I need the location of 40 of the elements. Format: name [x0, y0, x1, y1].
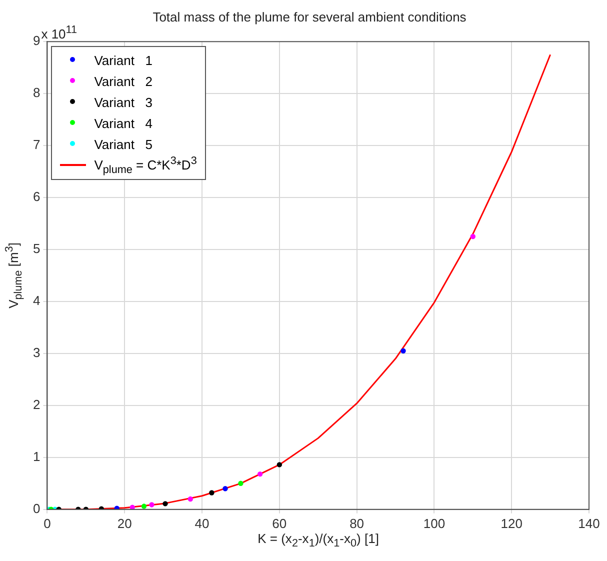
x-tick-label: 100 [423, 516, 446, 531]
legend-label: Variant 1 [94, 52, 153, 68]
point [130, 504, 135, 510]
x-tick-label: 40 [194, 516, 210, 531]
point [141, 504, 147, 509]
y-tick-label: 9 [32, 33, 40, 48]
point [188, 496, 194, 502]
text: x 10$^{11}$ [41, 24, 78, 41]
chart-title: Total mass of the plume for several ambient conditions [152, 9, 467, 24]
point [222, 486, 228, 492]
point [470, 234, 476, 240]
x-tick-label: 120 [500, 516, 522, 531]
point [209, 490, 214, 496]
y-tick-label: 1 [32, 449, 40, 464]
x-tick-label: 140 [578, 516, 600, 531]
y-tick-label: 3 [32, 345, 40, 360]
y-tick-label: 6 [32, 189, 40, 204]
y-tick-label: 4 [32, 293, 40, 308]
legend-label: Variant 4 [94, 116, 153, 131]
y-tick-label: 8 [32, 85, 40, 100]
x-tick-label: 60 [272, 516, 287, 531]
point [149, 502, 154, 508]
y-tick-label: 0 [32, 500, 40, 516]
legend-label: Variant 2 [94, 74, 153, 89]
point [257, 471, 263, 477]
y-tick-label: 5 [32, 241, 40, 256]
point [276, 462, 282, 468]
x-tick-label: 80 [350, 516, 364, 531]
point [238, 480, 244, 486]
y-tick-label: 7 [32, 137, 40, 152]
legend-label: Variant 3 [94, 94, 153, 110]
legend-label: Variant 5 [94, 136, 153, 152]
y-tick-label: 2 [32, 397, 40, 412]
x-tick-label: 0 [44, 516, 51, 531]
x-tick-label: 20 [117, 516, 132, 531]
point [162, 501, 168, 506]
text: K = (x$_{2}$-x$_{1}$)/(x$_{1}$-x$_{0}$) [1] [258, 531, 379, 550]
point [114, 506, 120, 510]
point [400, 348, 406, 354]
legend-label: V$_{plume}$ = C*K$^{3}$*D$^{3}$ [94, 154, 197, 176]
